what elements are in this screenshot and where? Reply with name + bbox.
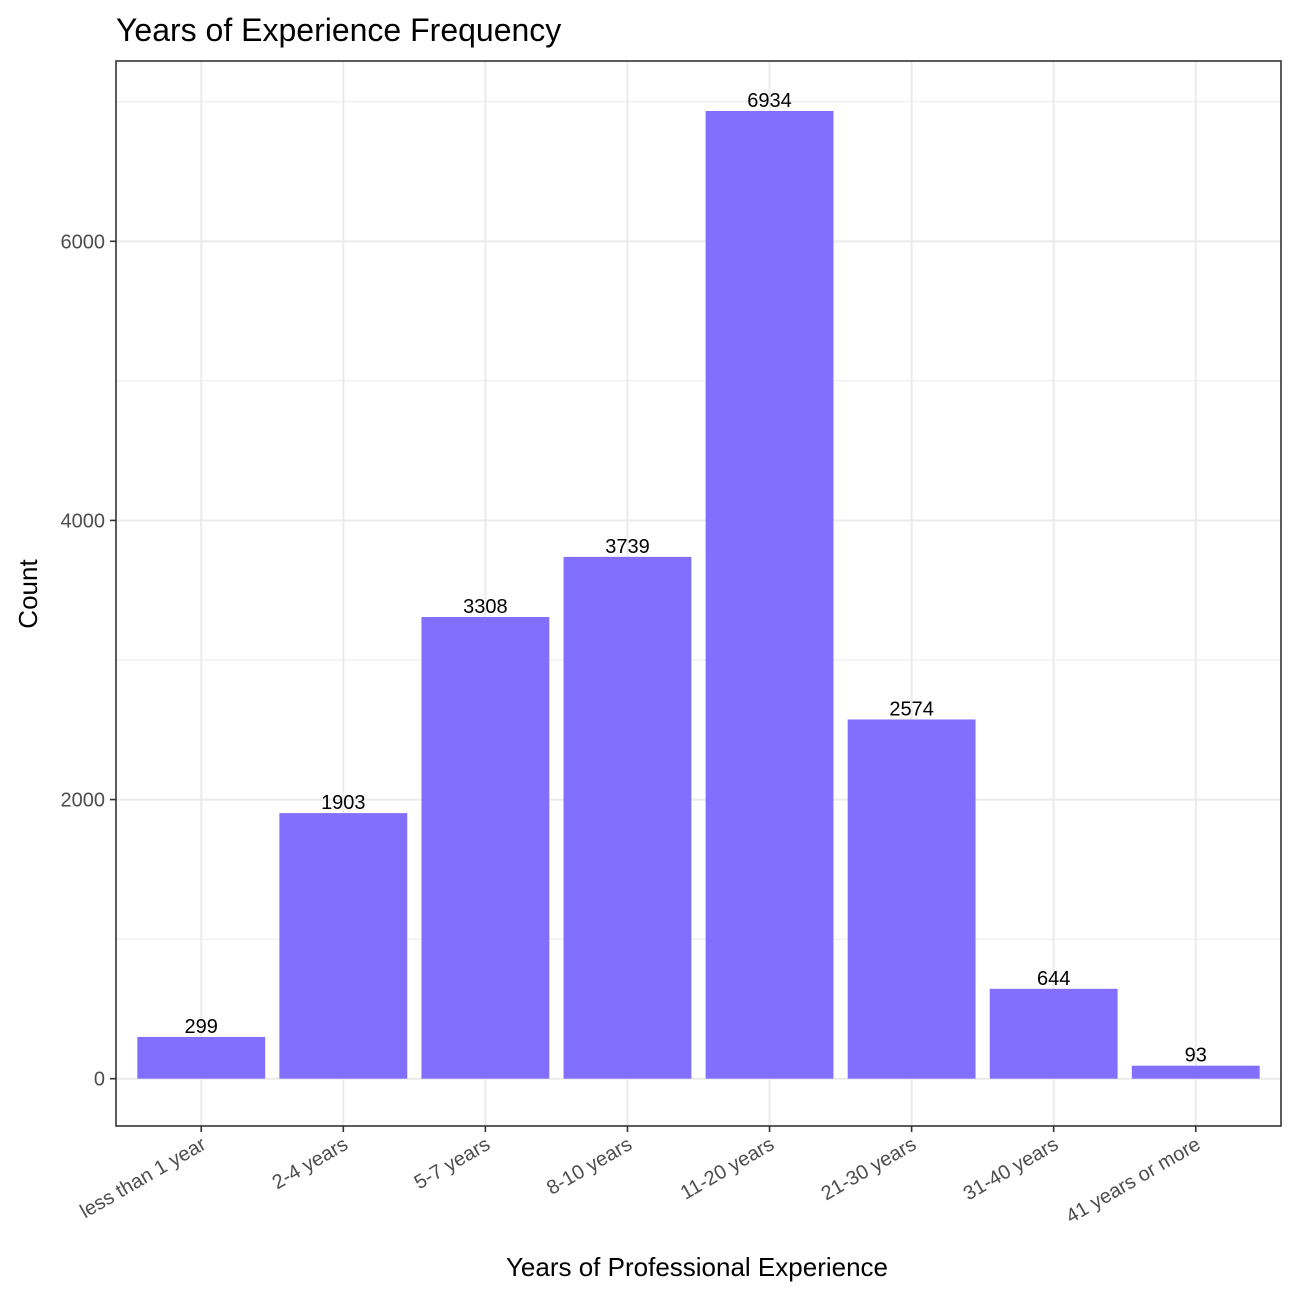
bars bbox=[137, 110, 1260, 1079]
x-tick-label: less than 1 year bbox=[76, 1133, 210, 1223]
bar-value-label: 6934 bbox=[747, 90, 792, 112]
x-axis-title: Years of Professional Experience bbox=[506, 1252, 888, 1282]
x-tick-label: 31-40 years bbox=[960, 1133, 1062, 1205]
bar bbox=[279, 813, 408, 1079]
bar-value-label: 3308 bbox=[463, 596, 508, 618]
y-tick-label: 2000 bbox=[61, 790, 106, 812]
x-tick-label: 5-7 years bbox=[411, 1133, 494, 1194]
data-labels: 299 1903 3308 3739 6934 2574 644 93 bbox=[185, 90, 1207, 1067]
bar-value-label: 1903 bbox=[321, 792, 366, 814]
bar-value-label: 2574 bbox=[889, 698, 934, 720]
y-tick-label: 0 bbox=[94, 1069, 105, 1091]
y-axis-title: Count bbox=[13, 559, 43, 629]
bar-value-label: 3739 bbox=[605, 536, 650, 558]
x-tick-label: 11-20 years bbox=[677, 1133, 778, 1204]
chart-title: Years of Experience Frequency bbox=[116, 12, 561, 48]
bar-value-label: 93 bbox=[1185, 1045, 1207, 1067]
y-tick-label: 4000 bbox=[61, 510, 106, 532]
x-tick-label: 2-4 years bbox=[269, 1133, 352, 1194]
x-tick-label: 8-10 years bbox=[543, 1133, 636, 1199]
bar-value-label: 644 bbox=[1037, 968, 1070, 990]
x-tick-label: 41 years or more bbox=[1062, 1133, 1204, 1228]
bar bbox=[989, 988, 1118, 1079]
bar-value-label: 299 bbox=[185, 1016, 218, 1038]
y-tick-label: 6000 bbox=[61, 231, 106, 253]
bar bbox=[847, 719, 976, 1079]
bar bbox=[705, 110, 834, 1079]
bar bbox=[137, 1036, 266, 1079]
bar bbox=[1131, 1065, 1260, 1079]
bar bbox=[421, 617, 550, 1079]
panel-border bbox=[115, 60, 1282, 1127]
bar bbox=[563, 556, 692, 1079]
x-tick-label: 21-30 years bbox=[818, 1133, 920, 1205]
